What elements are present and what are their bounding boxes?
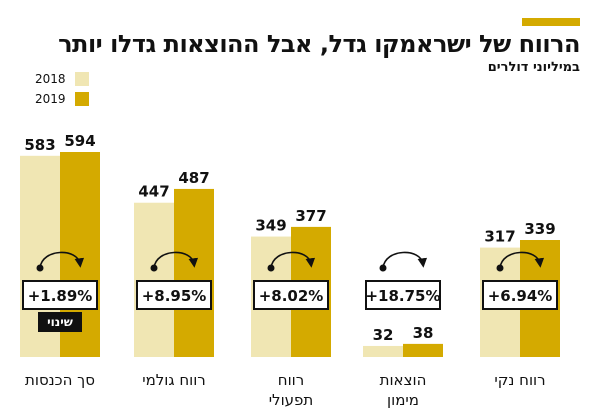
legend-label-2019: 2019 <box>35 92 66 106</box>
bar-2018 <box>134 202 174 357</box>
accent-bar <box>522 18 580 26</box>
data-label-2019: 339 <box>524 220 555 238</box>
legend-item-2018: 2018 <box>35 72 89 86</box>
legend-swatch-2019 <box>75 92 89 106</box>
category-label: מימון <box>387 391 419 409</box>
change-arrow <box>270 251 316 269</box>
legend-item-2019: 2019 <box>35 92 89 106</box>
data-label-2019: 487 <box>178 169 209 187</box>
data-label-2018: 32 <box>373 326 394 344</box>
category-label: תפעולי <box>269 391 314 409</box>
change-badge-label: שינוי <box>47 315 73 329</box>
bar-2019 <box>174 188 214 357</box>
bar-2018 <box>363 345 403 357</box>
category-label: רווח גולמי <box>142 371 206 389</box>
data-label-2019: 594 <box>64 132 95 150</box>
change-box <box>253 280 329 310</box>
change-box <box>22 280 98 310</box>
data-label-2018: 317 <box>484 228 515 246</box>
change-badge <box>38 312 82 332</box>
change-label: +18.75% <box>365 287 440 305</box>
change-box <box>482 280 558 310</box>
legend-swatch-2018 <box>75 72 89 86</box>
category-label: הוצאות <box>380 371 427 389</box>
data-label-2018: 349 <box>255 217 286 235</box>
data-label-2019: 377 <box>295 207 326 225</box>
change-label: +8.02% <box>259 287 324 305</box>
data-label-2019: 38 <box>413 324 434 342</box>
data-label-2018: 583 <box>24 136 55 154</box>
change-arrow <box>499 251 545 269</box>
chart-subtitle: במיליוני דולרים <box>487 60 580 75</box>
change-arrow <box>39 251 85 269</box>
change-label: +1.89% <box>28 287 93 305</box>
category-label: רווח <box>278 371 304 389</box>
change-label: +6.94% <box>488 287 553 305</box>
legend-label-2018: 2018 <box>35 72 66 86</box>
bar-2019 <box>403 343 443 357</box>
change-box <box>136 280 212 310</box>
change-arrow <box>153 251 199 269</box>
chart-title: הרווח של ישראמקו גדל, אבל ההוצאות גדלו י… <box>58 30 580 58</box>
change-box <box>365 280 441 310</box>
change-label: +8.95% <box>142 287 207 305</box>
category-label: סך הכנסות <box>25 371 95 389</box>
category-label: רווח נקי <box>494 371 545 389</box>
change-arrow <box>382 251 428 269</box>
data-label-2018: 447 <box>138 183 169 201</box>
